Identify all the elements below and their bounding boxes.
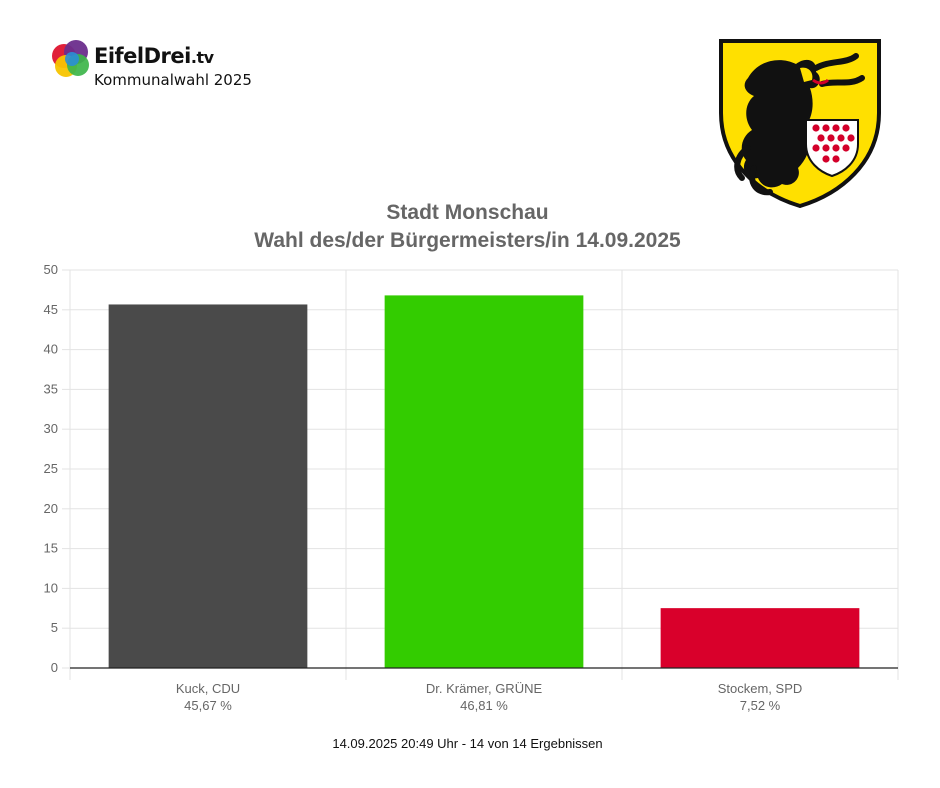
x-category-label: Dr. Krämer, GRÜNE <box>426 681 543 696</box>
x-category-label: Stockem, SPD <box>718 681 803 696</box>
brand-subtitle: Kommunalwahl 2025 <box>94 71 252 89</box>
brand-name: EifelDrei.tv <box>94 44 214 68</box>
x-value-label: 7,52 % <box>740 698 781 713</box>
chart-title: Stadt Monschau <box>386 201 549 224</box>
y-tick-label: 40 <box>44 342 58 357</box>
brand-name-text: EifelDrei <box>94 44 191 68</box>
x-value-label: 46,81 % <box>460 698 508 713</box>
x-category-label: Kuck, CDU <box>176 681 240 696</box>
y-tick-label: 15 <box>44 541 58 556</box>
y-tick-label: 20 <box>44 501 58 516</box>
brand-tld: .tv <box>190 48 214 67</box>
y-tick-label: 50 <box>44 262 58 277</box>
bar-2 <box>384 295 584 668</box>
bar-3 <box>660 608 860 668</box>
y-tick-label: 10 <box>44 580 58 595</box>
bar-1 <box>108 304 308 668</box>
x-value-label: 45,67 % <box>184 698 232 713</box>
eifeldrei-logo-icon <box>52 40 89 77</box>
y-tick-label: 5 <box>51 620 58 635</box>
y-tick-label: 25 <box>44 461 58 476</box>
results-footer: 14.09.2025 20:49 Uhr - 14 von 14 Ergebni… <box>332 736 603 751</box>
y-tick-label: 45 <box>44 302 58 317</box>
y-tick-label: 30 <box>44 421 58 436</box>
brand-logo: EifelDrei.tv Kommunalwahl 2025 <box>50 36 310 96</box>
y-tick-label: 35 <box>44 381 58 396</box>
coat-of-arms-icon <box>719 39 881 208</box>
chart-subtitle: Wahl des/der Bürgermeisters/in 14.09.202… <box>254 229 681 252</box>
bar-chart: 0 5 10 15 20 25 30 35 40 45 50 Kuck, CDU 45,67 % Dr. … <box>44 262 899 713</box>
y-tick-label: 0 <box>51 660 58 675</box>
